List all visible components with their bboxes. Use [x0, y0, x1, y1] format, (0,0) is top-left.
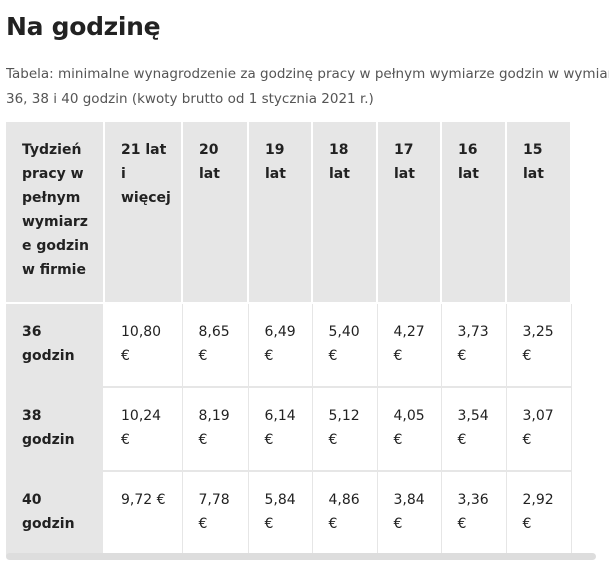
table-cell: 8,19 €	[182, 387, 249, 472]
header-cell: 15 lat	[506, 122, 572, 304]
table-cell: 10,80 €	[104, 303, 183, 388]
header-cell: Tydzień pracy w pełnym wymiarze godzin w…	[6, 122, 105, 304]
table-row: 40 godzin 9,72 €7,78 €5,84 €4,86 €3,84 €3…	[6, 471, 572, 556]
table-cell: 3,84 €	[377, 471, 442, 556]
row-header-cell: 36 godzin	[6, 303, 105, 388]
title: Na godzinę	[6, 12, 161, 41]
table-cell: 4,27 €	[377, 303, 442, 388]
table-cell: 3,25 €	[506, 303, 572, 388]
table-cell: 10,24 €	[104, 387, 183, 472]
table-cell: 4,05 €	[377, 387, 442, 472]
wage-table: Tydzień pracy w pełnym wymiarze godzin w…	[6, 122, 572, 556]
table-cell: 3,73 €	[441, 303, 507, 388]
table-cell: 3,36 €	[441, 471, 507, 556]
table-cell: 4,86 €	[312, 471, 378, 556]
table-body: 36 godzin 10,80 €8,65 €6,49 €5,40 €4,27 €…	[6, 303, 572, 556]
header-cell: 18 lat	[312, 122, 378, 304]
row-header-cell: 38 godzin	[6, 387, 105, 472]
table-cell: 3,07 €	[506, 387, 572, 472]
header-cell: 17 lat	[377, 122, 442, 304]
table-row: 38 godzin 10,24 €8,19 €6,14 €5,12 €4,05 €…	[6, 387, 572, 472]
table-cell: 9,72 €	[104, 471, 183, 556]
table-cell: 5,84 €	[248, 471, 313, 556]
header-cell: 16 lat	[441, 122, 507, 304]
table-cell: 5,12 €	[312, 387, 378, 472]
row-header-cell: 40 godzin	[6, 471, 105, 556]
table-cell: 7,78 €	[182, 471, 249, 556]
table-cell: 6,49 €	[248, 303, 313, 388]
header-row: Tydzień pracy w pełnym wymiarze godzin w…	[6, 122, 572, 304]
caption-wrap: Tabela: minimalne wynagrodzenie za godzi…	[6, 62, 609, 112]
table-cell: 2,92 €	[506, 471, 572, 556]
table-cell: 3,54 €	[441, 387, 507, 472]
caption: Tabela: minimalne wynagrodzenie za godzi…	[6, 66, 609, 107]
table-cell: 5,40 €	[312, 303, 378, 388]
table-row: 36 godzin 10,80 €8,65 €6,49 €5,40 €4,27 €…	[6, 303, 572, 388]
scrollbar[interactable]	[6, 553, 596, 560]
header-cell: 19 lat	[248, 122, 313, 304]
table-cell: 8,65 €	[182, 303, 249, 388]
header-cell: 21 lat i więcej	[104, 122, 183, 304]
header-cell: 20 lat	[182, 122, 249, 304]
table-cell: 6,14 €	[248, 387, 313, 472]
